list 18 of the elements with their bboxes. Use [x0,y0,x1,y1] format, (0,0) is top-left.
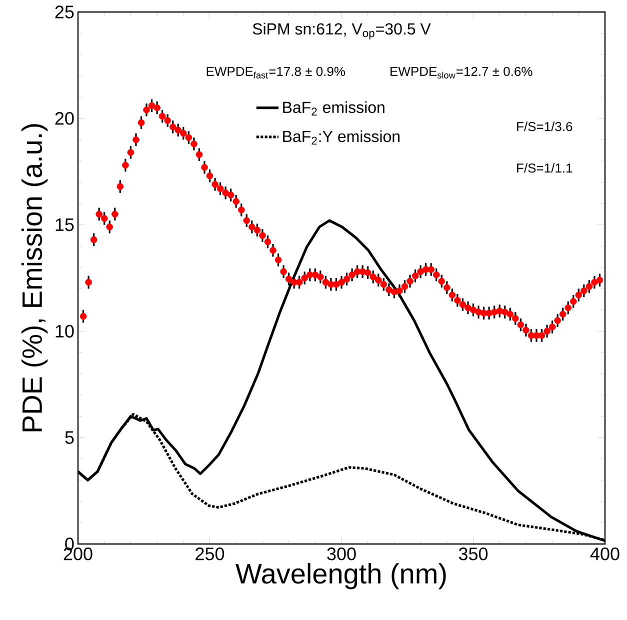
y-tick-label: 25 [55,6,74,18]
y-tick-label: 15 [56,218,74,232]
annotation: F/S=1/1.1 [517,163,572,173]
y-tick-label: 5 [65,431,74,444]
annotation: EWPDE$_{slow}$=12.7 ± 0.6% [390,66,532,78]
x-tick-label: 400 [590,548,620,560]
y-axis-title: PDE (%), Emission (a.u.) [22,124,48,432]
y-tick-label: 10 [56,324,74,338]
x-tick-label: 350 [458,548,488,560]
annotation: F/S=1/3.6 [517,122,572,132]
annotation: EWPDE$_{fast}$=17.8 ± 0.9% [206,66,346,78]
text: SiPM sn:612, V$_{op}$=30.5 V [252,22,431,40]
y-tick-label: 20 [55,112,74,125]
legend-label: BaF$_{2}$ emission [283,101,384,116]
legend-label: BaF$_{2}$:Y emission [283,130,400,145]
x-tick-label: 300 [327,548,356,560]
x-axis-title: Wavelength (nm) [236,563,446,590]
x-tick-label: 250 [196,548,224,560]
